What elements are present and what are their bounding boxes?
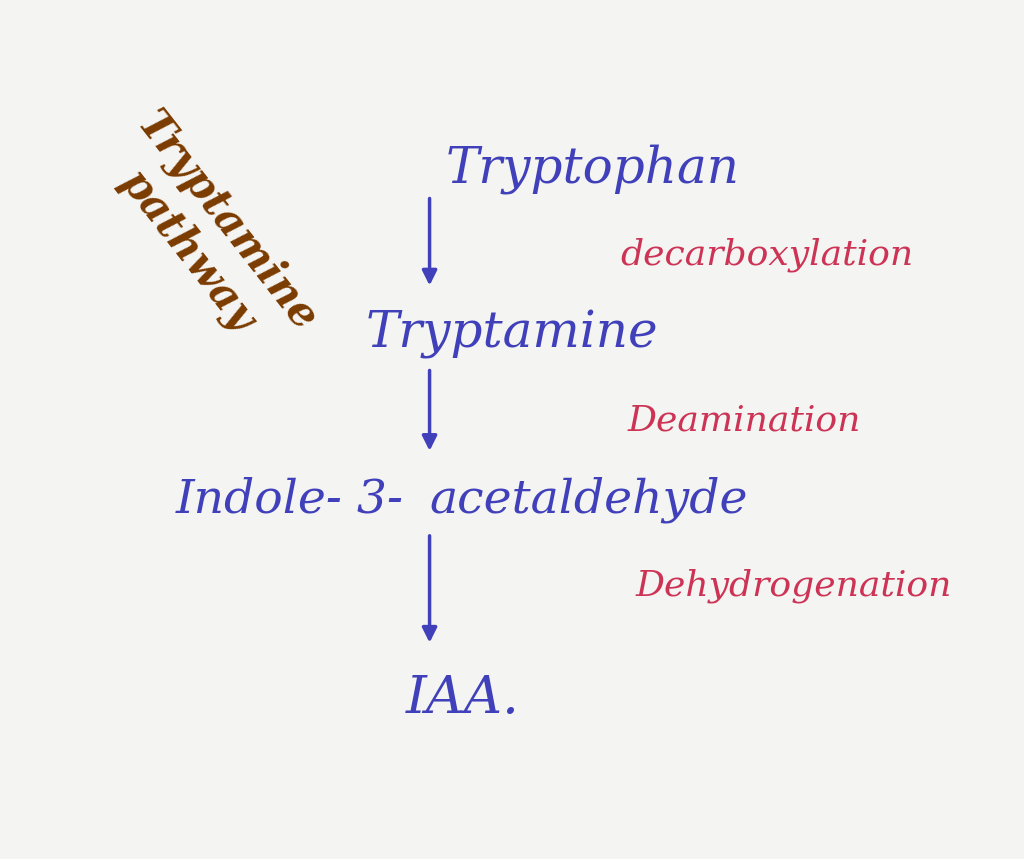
- Text: Tryptophan: Tryptophan: [445, 144, 739, 194]
- Text: Tryptamine: Tryptamine: [367, 310, 658, 359]
- Text: Indole- 3-: Indole- 3-: [176, 478, 403, 522]
- Text: acetaldehyde: acetaldehyde: [430, 477, 749, 523]
- Text: Dehydrogenation: Dehydrogenation: [636, 569, 952, 603]
- Text: Tryptamine
pathway: Tryptamine pathway: [89, 102, 326, 369]
- Text: decarboxylation: decarboxylation: [620, 238, 913, 272]
- Text: Deamination: Deamination: [628, 404, 861, 437]
- Text: IAA.: IAA.: [406, 673, 519, 724]
